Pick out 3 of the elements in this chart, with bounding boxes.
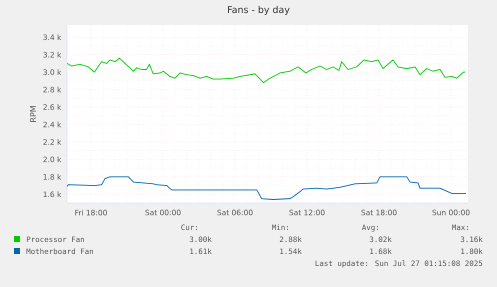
line-series [67,176,466,200]
line-series [67,58,466,84]
chart-title: Fans - by day [228,6,290,15]
